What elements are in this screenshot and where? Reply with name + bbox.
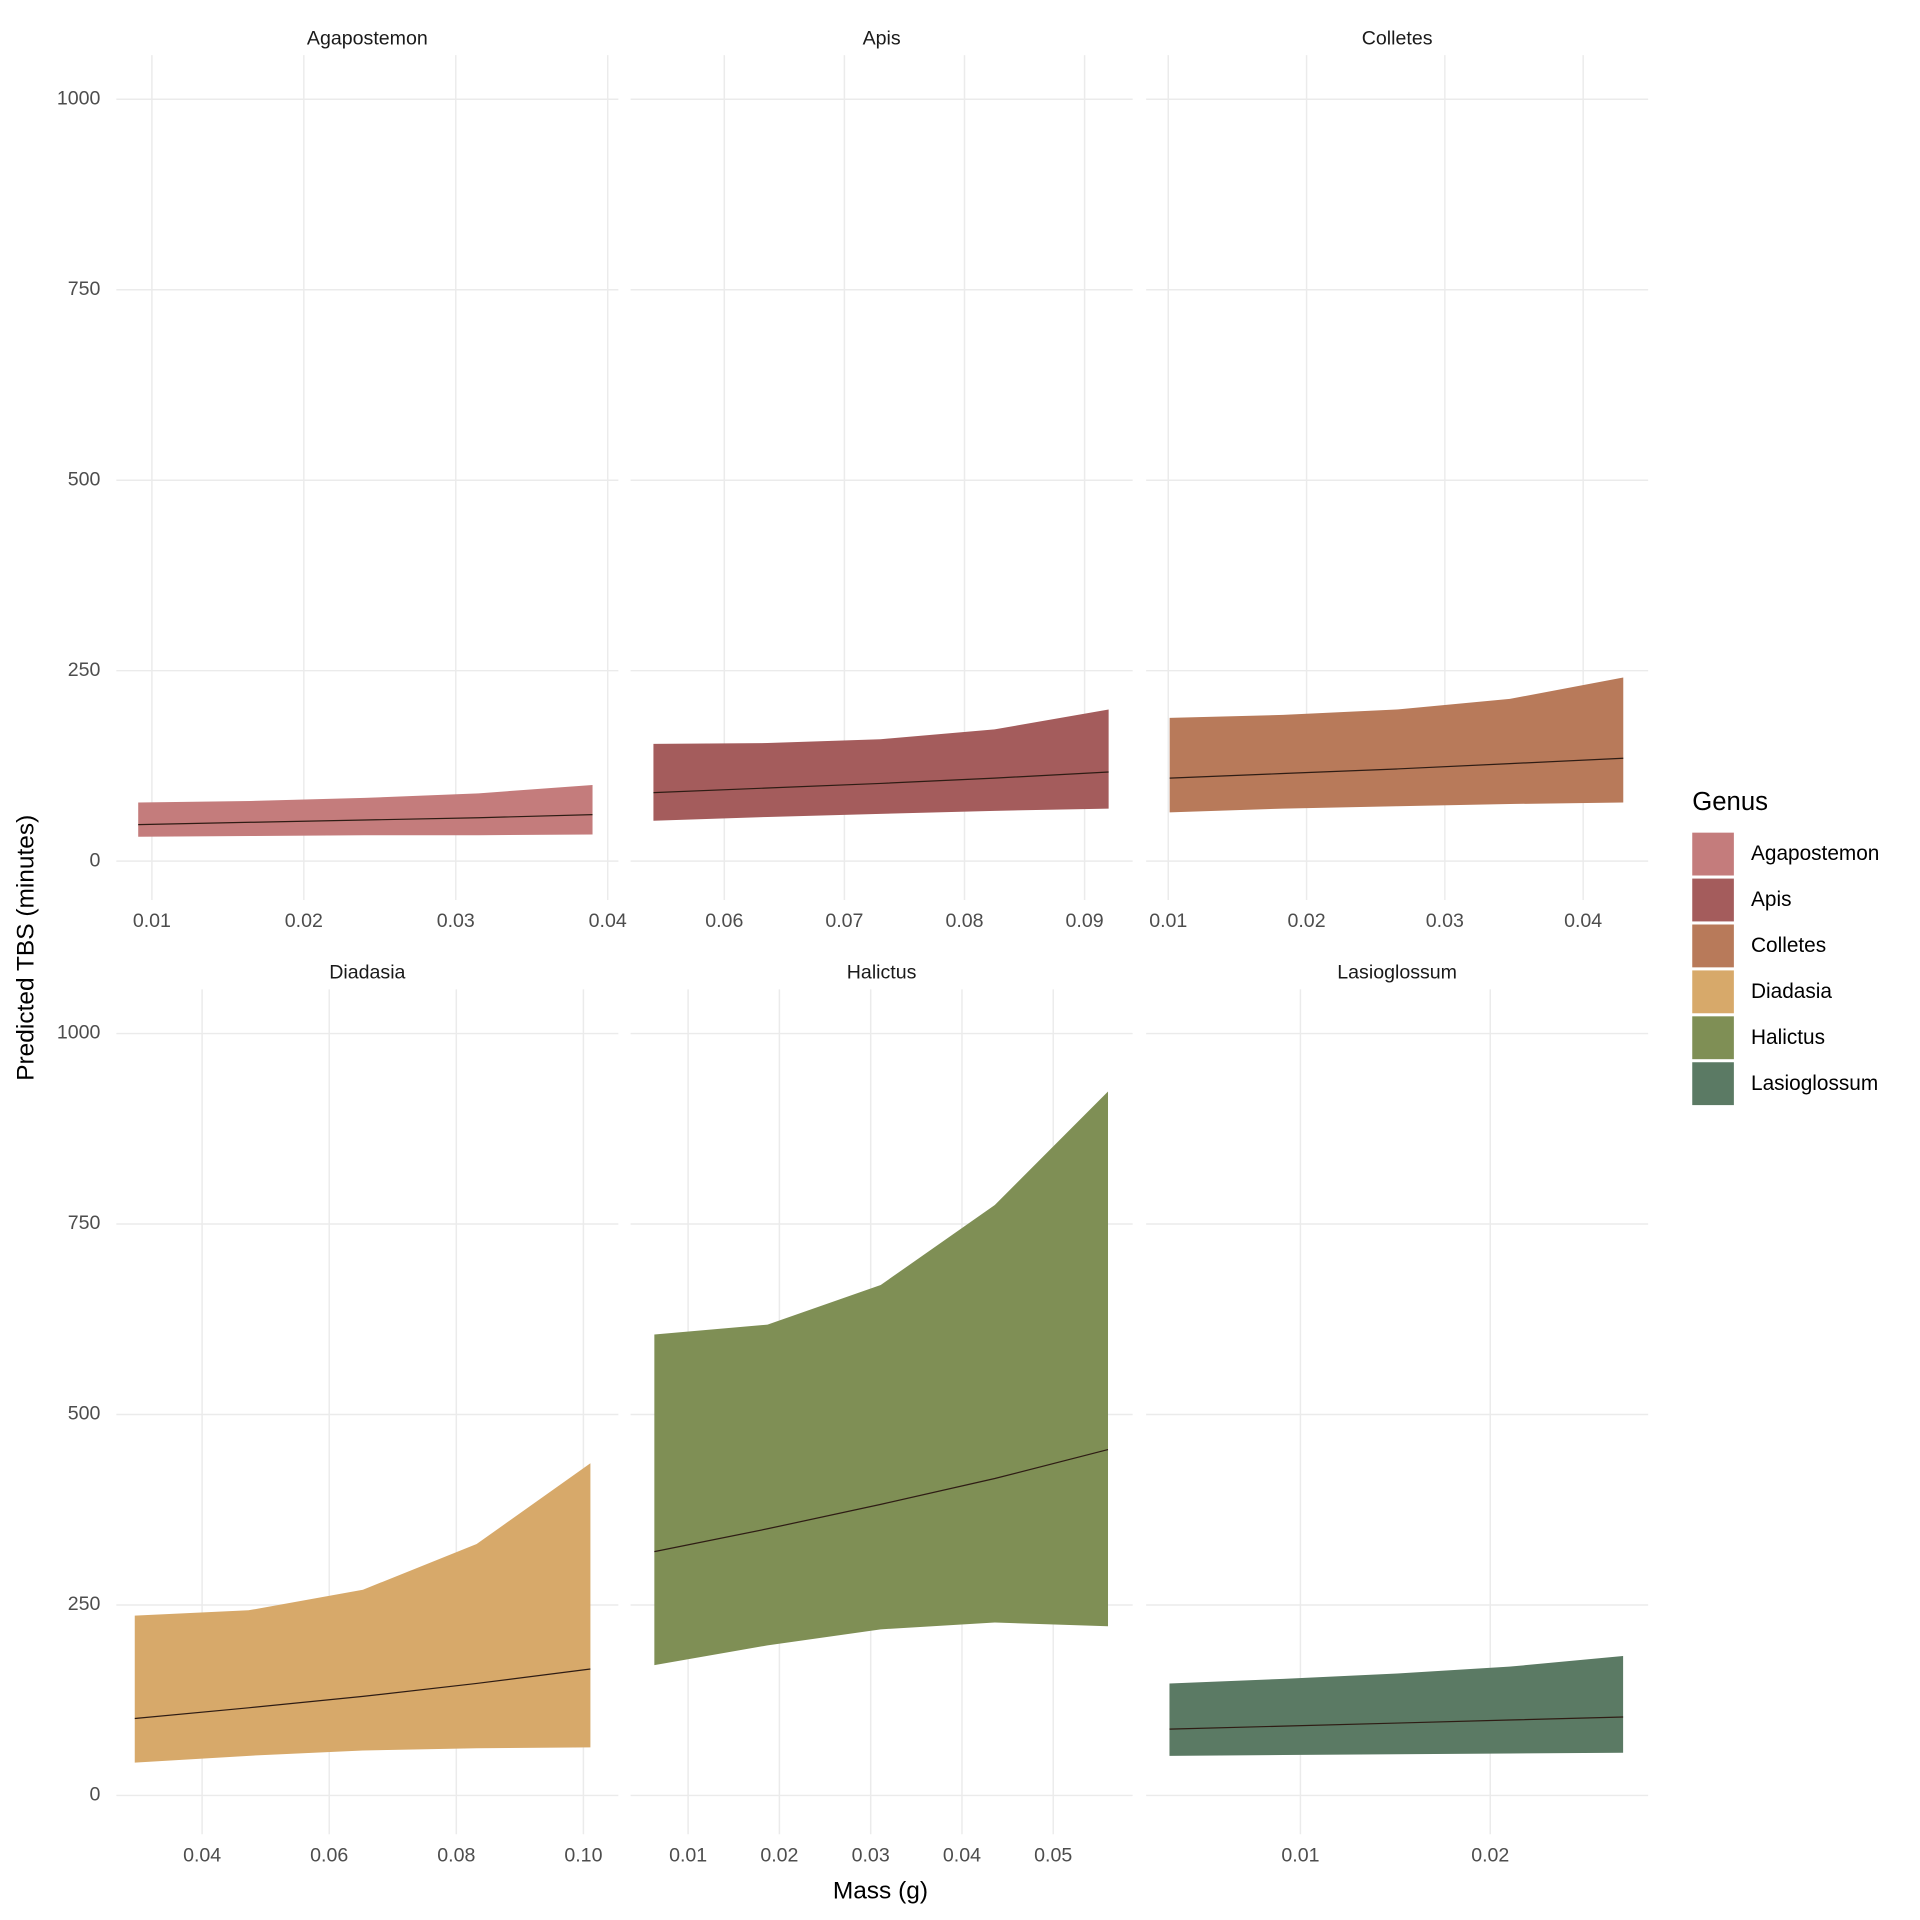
legend-key: [1692, 878, 1734, 922]
x-tick-label: 0.10: [564, 1844, 602, 1866]
x-axis-title: Mass (g): [833, 1877, 928, 1904]
x-tick-label: 0.03: [1426, 910, 1464, 932]
y-axis-title: Predicted TBS (minutes): [12, 815, 39, 1081]
legend-label: Halictus: [1751, 1026, 1825, 1049]
ribbon: [1169, 1656, 1624, 1756]
legend-title: Genus: [1692, 788, 1768, 816]
y-tick-label: 500: [68, 468, 101, 490]
x-tick-label: 0.01: [1149, 910, 1187, 932]
x-tick-label: 0.04: [1564, 910, 1602, 932]
legend-label: Colletes: [1751, 934, 1826, 957]
y-tick-label: 0: [90, 1784, 101, 1806]
fit-line: [653, 771, 1109, 794]
legend-label: Agapostemon: [1751, 842, 1879, 865]
x-tick-label: 0.01: [1281, 1844, 1319, 1866]
y-tick-label: 0: [90, 849, 101, 871]
strip-title: Apis: [863, 27, 901, 49]
x-tick-label: 0.02: [1287, 910, 1325, 932]
legend-key: [1692, 832, 1734, 876]
x-tick-label: 0.08: [437, 1844, 475, 1866]
legend-key: [1692, 924, 1734, 968]
y-tick-label: 750: [68, 278, 101, 300]
strip-title: Diadasia: [329, 962, 405, 984]
legend-label: Diadasia: [1751, 980, 1832, 1003]
y-tick-label: 1000: [57, 87, 101, 109]
x-tick-label: 0.07: [825, 910, 863, 932]
ribbon: [654, 1091, 1109, 1666]
ribbon: [1169, 677, 1624, 813]
legend-key: [1692, 1016, 1734, 1060]
x-tick-label: 0.02: [760, 1844, 798, 1866]
x-tick-label: 0.09: [1066, 910, 1104, 932]
legend-key: [1692, 1062, 1734, 1106]
y-tick-label: 750: [68, 1212, 101, 1234]
fit-line: [134, 1668, 591, 1720]
x-tick-label: 0.08: [945, 910, 983, 932]
x-tick-label: 0.05: [1034, 1844, 1072, 1866]
x-tick-label: 0.03: [852, 1844, 890, 1866]
strip-title: Agapostemon: [307, 27, 428, 49]
fit-line: [138, 814, 593, 826]
y-tick-label: 500: [68, 1403, 101, 1425]
x-tick-label: 0.01: [133, 910, 171, 932]
x-tick-label: 0.04: [943, 1844, 981, 1866]
x-tick-label: 0.02: [285, 910, 323, 932]
ribbon: [134, 1463, 591, 1763]
strip-title: Lasioglossum: [1337, 962, 1457, 984]
legend-key: [1692, 970, 1734, 1014]
x-tick-label: 0.02: [1471, 1844, 1509, 1866]
strip-title: Halictus: [847, 962, 917, 984]
strip-title: Colletes: [1362, 27, 1433, 49]
x-tick-label: 0.03: [437, 910, 475, 932]
x-tick-label: 0.01: [669, 1844, 707, 1866]
x-tick-label: 0.06: [310, 1844, 348, 1866]
legend-label: Lasioglossum: [1751, 1072, 1878, 1095]
x-tick-label: 0.04: [183, 1844, 221, 1866]
legend-label: Apis: [1751, 888, 1791, 911]
x-tick-label: 0.04: [589, 910, 627, 932]
fit-line: [654, 1448, 1109, 1553]
x-tick-label: 0.06: [705, 910, 743, 932]
ribbon: [653, 709, 1109, 821]
y-tick-label: 1000: [57, 1022, 101, 1044]
y-tick-label: 250: [68, 1593, 101, 1615]
fit-line: [1169, 1716, 1624, 1730]
fit-line: [1169, 757, 1624, 779]
ribbon: [138, 784, 593, 837]
y-tick-label: 250: [68, 659, 101, 681]
